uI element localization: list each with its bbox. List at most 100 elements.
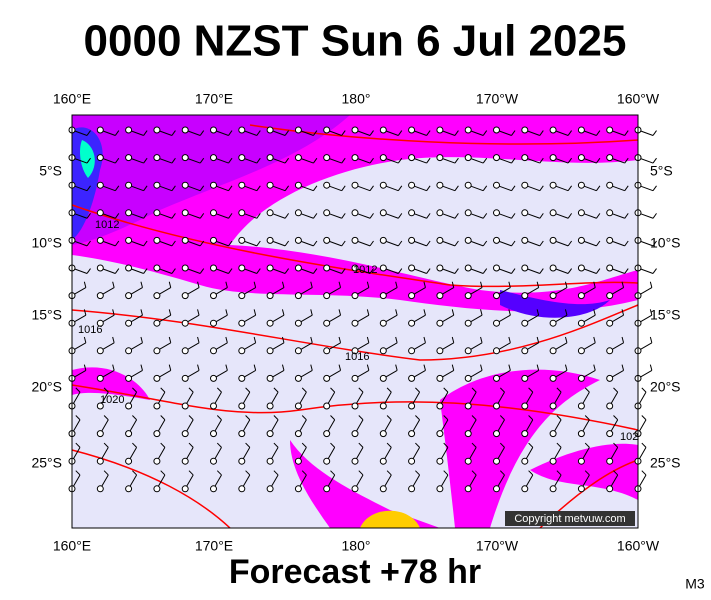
barb-feather	[256, 157, 261, 164]
isobar	[71, 304, 639, 361]
barb-feather	[395, 281, 398, 288]
wind-barb	[408, 264, 431, 274]
isobars	[71, 124, 639, 529]
barb-feather	[338, 309, 342, 316]
wind-barb	[294, 264, 318, 274]
heavy-rain	[360, 510, 420, 528]
wind-barb	[351, 442, 364, 465]
barb-feather	[86, 240, 91, 247]
barb-feather	[140, 364, 143, 371]
barb-station	[577, 457, 585, 465]
barb-feather	[132, 442, 137, 448]
barb-station	[379, 347, 387, 355]
wind-barb	[493, 336, 511, 355]
barb-station	[493, 485, 500, 493]
wind-barb	[351, 364, 370, 382]
barb-feather	[143, 130, 148, 136]
barb-feather	[171, 157, 176, 164]
wind-barb	[493, 209, 516, 219]
wind-barb	[125, 387, 138, 410]
wind-barb	[408, 470, 421, 493]
barb-feather	[281, 281, 285, 288]
barb-feather	[596, 213, 601, 219]
barb-station	[351, 319, 359, 327]
barb-station	[294, 236, 302, 244]
wind-barb	[294, 470, 307, 493]
barb-feather	[369, 213, 374, 219]
barb-station	[210, 402, 217, 410]
barb-station	[96, 374, 104, 382]
wind-barb	[521, 309, 540, 327]
wind-barb	[96, 236, 120, 247]
barb-feather	[256, 240, 261, 247]
wind-barb	[606, 442, 619, 465]
wind-barb	[521, 281, 540, 300]
barb-feather	[641, 415, 647, 421]
wind-barb	[549, 415, 562, 438]
barb-station	[464, 236, 472, 244]
barb-station	[521, 457, 529, 465]
wind-barb	[408, 181, 431, 192]
barb-feather	[75, 387, 81, 393]
barb-feather	[143, 240, 148, 247]
barb-station	[379, 264, 387, 272]
barb-station	[464, 430, 472, 438]
wind-barb	[493, 364, 511, 382]
barb-station	[153, 209, 161, 217]
copyright: Copyright metvuw.com	[514, 513, 625, 525]
barb-feather	[273, 470, 279, 476]
barb-feather	[358, 470, 364, 476]
wind-barb	[210, 336, 228, 355]
wind-barb	[464, 336, 483, 355]
barb-station	[238, 485, 246, 493]
barb-feather	[171, 240, 176, 247]
barb-station	[549, 236, 557, 244]
wind-barb	[549, 387, 562, 410]
barb-station	[464, 485, 472, 493]
barb-station	[238, 319, 246, 327]
barb-station	[351, 485, 359, 493]
barb-feather	[216, 387, 222, 393]
barb-station	[181, 485, 189, 493]
barb-feather	[199, 157, 205, 164]
barb-station	[351, 264, 359, 272]
wind-barb	[125, 415, 138, 438]
barb-feather	[395, 364, 398, 371]
barb-feather	[426, 130, 431, 136]
barb-station	[493, 347, 500, 355]
barb-station	[210, 374, 217, 382]
wind-barb	[549, 236, 573, 247]
right-axis-label: 10°S	[650, 235, 681, 251]
barb-feather	[415, 470, 420, 476]
barb-station	[577, 209, 585, 217]
wind-barb	[606, 387, 619, 410]
barb-feather	[253, 281, 257, 288]
barb-station	[606, 374, 614, 382]
barb-feather	[454, 130, 459, 136]
barb-feather	[482, 130, 488, 136]
wind-barb	[153, 154, 176, 164]
barb-feather	[143, 268, 148, 274]
barb-station	[464, 264, 472, 272]
right-axis-label: 15°S	[650, 307, 681, 323]
wind-barb	[577, 209, 601, 219]
barb-feather	[471, 442, 477, 448]
barb-station	[210, 319, 217, 327]
wind-barb	[238, 336, 257, 355]
barb-feather	[160, 415, 166, 421]
barb-feather	[284, 240, 290, 247]
wind-barb	[266, 442, 279, 465]
barb-station	[493, 126, 500, 134]
wind-barb	[379, 209, 403, 219]
barb-station	[549, 154, 557, 162]
wind-barb	[606, 264, 629, 274]
wind-barb	[351, 281, 370, 300]
barb-feather	[358, 415, 364, 421]
barb-station	[238, 374, 246, 382]
barb-station	[125, 402, 133, 410]
barb-feather	[256, 268, 261, 274]
barb-feather	[423, 309, 426, 316]
barb-station	[266, 319, 274, 327]
barb-station	[351, 126, 359, 134]
wind-barb	[577, 387, 590, 410]
